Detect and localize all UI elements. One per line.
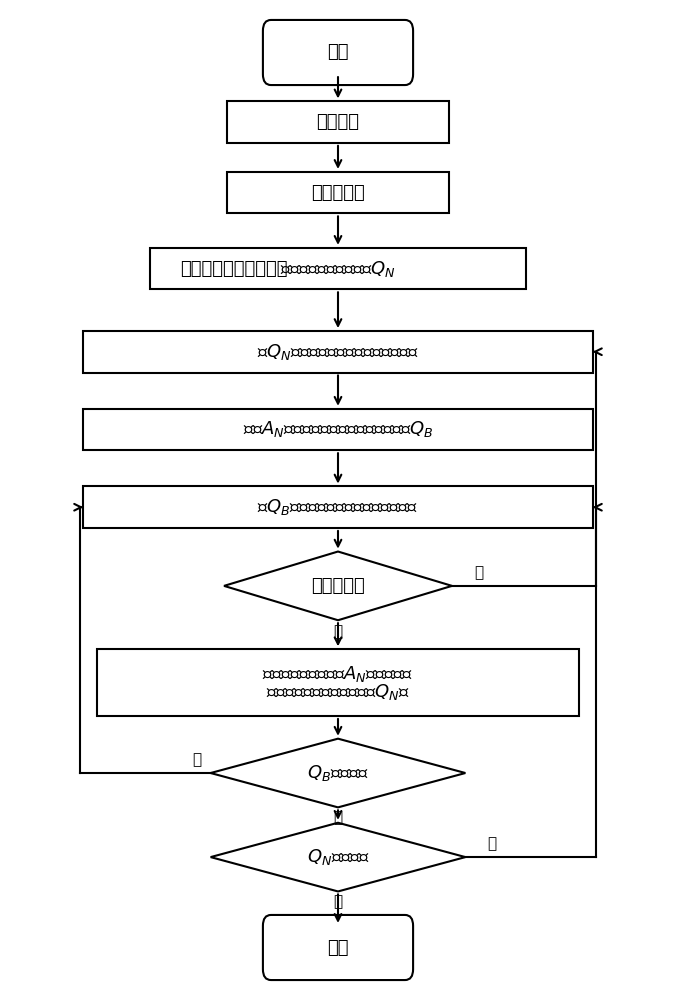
- Polygon shape: [224, 552, 452, 620]
- FancyBboxPatch shape: [263, 20, 413, 85]
- Text: 支路虚拟编号，查询$A_N$找到与取出: 支路虚拟编号，查询$A_N$找到与取出: [262, 664, 414, 684]
- Bar: [83, 486, 593, 528]
- Text: 电源节点序号放入队列$Q_N$: 电源节点序号放入队列$Q_N$: [280, 259, 396, 279]
- Bar: [227, 101, 449, 143]
- Polygon shape: [211, 739, 465, 807]
- Text: 配网实编号: 配网实编号: [311, 184, 365, 202]
- Text: 是: 是: [333, 624, 343, 639]
- Bar: [227, 172, 449, 213]
- Text: 否: 否: [487, 836, 497, 851]
- Text: $Q_N$是否为空: $Q_N$是否为空: [307, 847, 369, 867]
- Text: 否: 否: [193, 752, 201, 767]
- Text: 配网简化: 配网简化: [316, 113, 360, 131]
- Bar: [97, 649, 579, 716]
- Text: 从$Q_N$中取出第一个元素进行虚拟编号: 从$Q_N$中取出第一个元素进行虚拟编号: [257, 342, 419, 362]
- Text: 查询$A_N$找到与取出节点关联的支路放入$Q_B$: 查询$A_N$找到与取出节点关联的支路放入$Q_B$: [243, 419, 433, 439]
- Text: 支路闭合？: 支路闭合？: [311, 577, 365, 595]
- Bar: [150, 248, 526, 289]
- Text: 支路关联的另一个节点放入$Q_N$尾: 支路关联的另一个节点放入$Q_N$尾: [266, 682, 410, 702]
- Text: 结束: 结束: [327, 938, 349, 956]
- Text: 从$Q_B$中取出第一个元素查询支路状态: 从$Q_B$中取出第一个元素查询支路状态: [258, 497, 418, 517]
- Text: 是: 是: [333, 810, 343, 825]
- Bar: [83, 409, 593, 450]
- Polygon shape: [211, 823, 465, 891]
- Text: 是: 是: [333, 894, 343, 909]
- Text: $Q_B$是否为空: $Q_B$是否为空: [307, 763, 369, 783]
- Bar: [83, 331, 593, 373]
- Text: 开始: 开始: [327, 43, 349, 62]
- Text: 否: 否: [475, 565, 483, 580]
- Text: 电源节点序号放入队列: 电源节点序号放入队列: [180, 260, 288, 278]
- FancyBboxPatch shape: [263, 915, 413, 980]
